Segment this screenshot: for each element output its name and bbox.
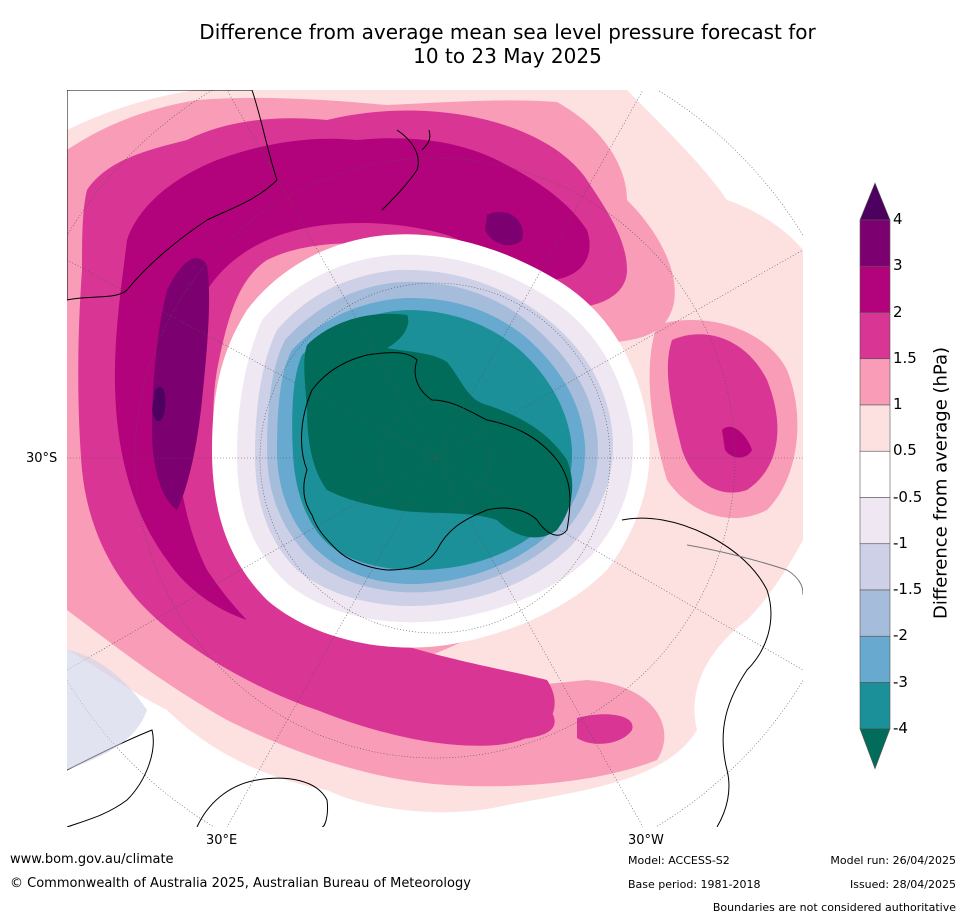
colorbar-tick-label: -1: [893, 533, 908, 552]
title-line-1: Difference from average mean sea level p…: [199, 20, 816, 44]
model-text: Model: ACCESS-S2: [628, 854, 730, 867]
anomaly-2-3-region: [114, 138, 590, 620]
colorbar-title: Difference from average (hPa): [930, 346, 952, 620]
chart-title: Difference from average mean sea level p…: [100, 20, 915, 68]
australia-coastline: [67, 90, 278, 301]
colorbar-tick-label: 4: [893, 210, 903, 228]
colorbar-swatch: [859, 265, 891, 313]
colorbar-extend-max: [859, 182, 891, 221]
anomaly-3-4-region: [152, 258, 210, 510]
colorbar-tick-label: -2: [893, 626, 908, 645]
colorbar-tick-label: -3: [893, 672, 908, 691]
antarctica-coastline: [301, 352, 571, 571]
website-link[interactable]: www.bom.gov.au/climate: [10, 852, 174, 867]
colorbar-swatch: [859, 404, 891, 452]
colorbar-tick-label: -4: [893, 718, 908, 737]
colorbar: [859, 182, 891, 770]
title-line-2: 10 to 23 May 2025: [413, 44, 602, 68]
copyright-text: © Commonwealth of Australia 2025, Austra…: [10, 876, 471, 891]
colorbar-swatch: [859, 589, 891, 637]
colorbar-tick-label: -1.5: [893, 580, 923, 598]
lon-30w-label: 30°W: [628, 833, 664, 848]
disclaimer-text: Boundaries are not considered authoritat…: [712, 901, 956, 914]
colorbar-tick-label: 1.5: [893, 348, 917, 367]
colorbar-swatch: [859, 450, 891, 498]
colorbar-swatch: [859, 543, 891, 591]
pressure-anomaly-map: [67, 90, 803, 827]
model-run-text: Model run: 26/04/2025: [830, 854, 956, 867]
colorbar-tick-label: -0.5: [893, 487, 923, 506]
lon-30e-label: 30°E: [206, 833, 238, 848]
colorbar-swatch: [859, 358, 891, 406]
colorbar-tick-label: 1: [893, 395, 903, 413]
anomaly-below-neg4-region: [304, 313, 573, 538]
issued-text: Issued: 28/04/2025: [849, 878, 956, 891]
colorbar-swatch: [859, 635, 891, 683]
new-zealand-coastline: [381, 129, 431, 211]
colorbar-tick-label: 3: [893, 256, 903, 275]
colorbar-swatch: [859, 497, 891, 545]
colorbar-tick-label: 0.5: [893, 441, 917, 460]
lat-30s-label: 30°S: [26, 451, 58, 466]
colorbar-extend-min: [859, 728, 891, 770]
base-period-text: Base period: 1981-2018: [628, 878, 761, 891]
colorbar-swatch: [859, 219, 891, 267]
south-america-coastline: [621, 517, 772, 827]
colorbar-swatch: [859, 682, 891, 730]
colorbar-tick-label: 2: [893, 302, 903, 321]
colorbar-swatch: [859, 312, 891, 360]
